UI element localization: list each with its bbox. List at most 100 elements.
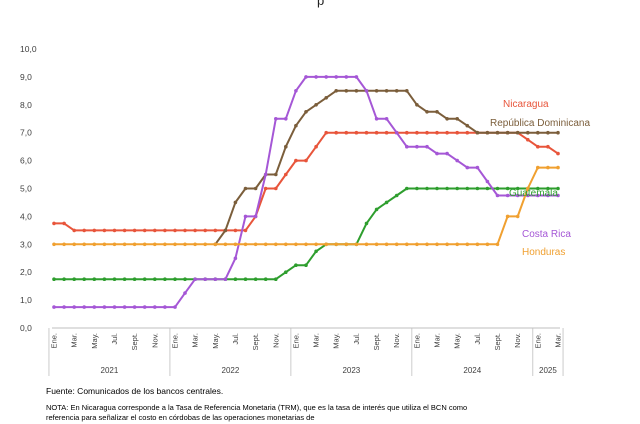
- data-point: [324, 96, 329, 100]
- data-point: [294, 263, 298, 268]
- data-point: [546, 165, 550, 170]
- x-tick-label: Sept.: [251, 333, 260, 351]
- data-point: [62, 277, 66, 282]
- data-point: [334, 242, 339, 247]
- data-point: [263, 172, 268, 177]
- data-point: [122, 228, 127, 233]
- data-point: [354, 242, 359, 247]
- data-point: [52, 305, 56, 309]
- data-point: [253, 277, 258, 282]
- data-point: [294, 123, 298, 128]
- series-line-nicaragua: [54, 131, 559, 232]
- data-point: [243, 186, 248, 191]
- data-point: [455, 117, 460, 121]
- data-point: [435, 110, 439, 114]
- data-point: [304, 242, 308, 247]
- x-tick-label: Jul.: [352, 333, 361, 345]
- data-point: [92, 242, 97, 247]
- data-point: [435, 130, 439, 135]
- data-point: [445, 130, 449, 135]
- data-point: [213, 228, 218, 233]
- data-point: [364, 242, 369, 247]
- data-point: [485, 242, 490, 247]
- data-point: [405, 130, 409, 135]
- data-point: [253, 242, 258, 247]
- line-chart: 0,0 1,0 2,0 3,0 4,0 5,0 6,0 7,0 8,0 9,0 10,0 Ene. Ma…: [20, 44, 590, 376]
- data-point: [193, 228, 197, 233]
- series-label-honduras: Honduras: [522, 247, 565, 258]
- data-point: [112, 305, 117, 309]
- data-point: [526, 137, 530, 142]
- data-point: [203, 242, 207, 247]
- data-point: [394, 193, 399, 198]
- data-point: [253, 214, 258, 219]
- data-point: [122, 305, 127, 309]
- data-point: [364, 130, 369, 135]
- data-point: [142, 277, 147, 282]
- data-point: [213, 242, 218, 247]
- data-point: [163, 228, 167, 233]
- x-tick-label: Nov.: [271, 333, 280, 348]
- x-tick-label: Ene.: [50, 333, 59, 348]
- data-point: [364, 89, 369, 93]
- data-point: [284, 270, 288, 275]
- x-tick-label: Mar.: [312, 333, 321, 348]
- data-point: [435, 186, 439, 191]
- data-point: [274, 186, 278, 191]
- data-point: [274, 277, 278, 282]
- data-point: [384, 117, 389, 121]
- data-point: [314, 75, 318, 79]
- data-point: [263, 277, 268, 282]
- data-point: [485, 130, 490, 135]
- data-point: [384, 242, 389, 247]
- y-tick-label: 5,0: [20, 184, 32, 194]
- data-point: [314, 144, 318, 149]
- data-point: [153, 277, 157, 282]
- data-point: [284, 242, 288, 247]
- x-tick-label: Jul.: [473, 333, 482, 345]
- data-point: [233, 277, 238, 282]
- data-point: [415, 144, 419, 149]
- data-point: [425, 130, 429, 135]
- data-point: [505, 130, 510, 135]
- data-point: [394, 130, 399, 135]
- data-point: [354, 130, 359, 135]
- data-point: [102, 277, 107, 282]
- x-tick-label: Nov.: [392, 333, 401, 348]
- data-point: [132, 242, 137, 247]
- data-point: [284, 144, 288, 149]
- data-point: [415, 130, 419, 135]
- data-point: [475, 165, 480, 170]
- data-point: [314, 242, 318, 247]
- y-tick-label: 0,0: [20, 323, 32, 333]
- data-point: [546, 186, 550, 191]
- data-point: [62, 242, 66, 247]
- data-point: [374, 89, 379, 93]
- data-point: [374, 130, 379, 135]
- data-point: [374, 207, 379, 212]
- data-point: [153, 305, 157, 309]
- year-label: 2021: [101, 366, 119, 375]
- data-point: [495, 242, 500, 247]
- data-point: [324, 130, 329, 135]
- partial-title: p: [317, 0, 325, 8]
- x-tick-label: Sept.: [493, 333, 502, 351]
- data-point: [415, 242, 419, 247]
- data-point: [455, 158, 460, 163]
- data-point: [132, 277, 137, 282]
- data-point: [82, 228, 86, 233]
- data-point: [193, 242, 197, 247]
- series-label-costa-rica: Costa Rica: [522, 229, 571, 240]
- data-point: [233, 256, 238, 261]
- data-point: [102, 242, 107, 247]
- data-point: [263, 186, 268, 191]
- data-point: [364, 221, 369, 226]
- data-point: [536, 130, 540, 135]
- data-point: [122, 242, 127, 247]
- data-point: [405, 144, 409, 149]
- data-point: [163, 242, 167, 247]
- data-point: [485, 186, 490, 191]
- year-label: 2023: [342, 366, 360, 375]
- data-point: [384, 200, 389, 205]
- data-point: [253, 186, 258, 191]
